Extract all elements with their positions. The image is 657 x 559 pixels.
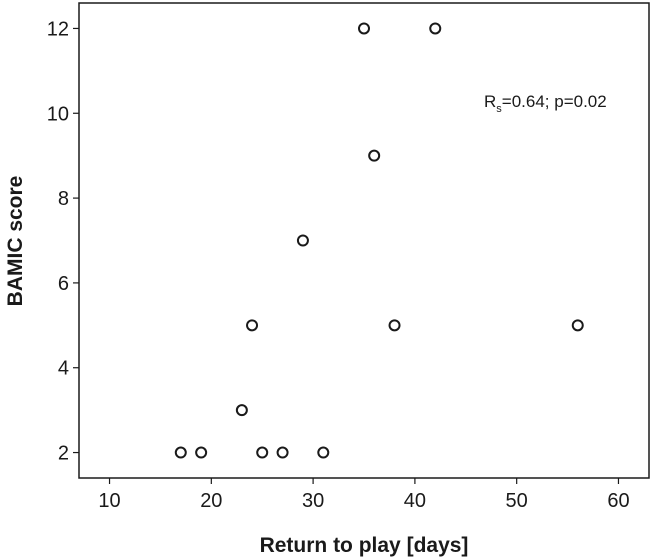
plot-area-frame	[78, 2, 650, 479]
data-point	[276, 446, 289, 459]
data-point	[256, 446, 269, 459]
x-tick-label: 20	[200, 490, 222, 512]
y-tick-label: 10	[47, 103, 69, 125]
y-tick-label: 8	[58, 188, 69, 210]
y-tick-label: 12	[47, 18, 69, 40]
y-axis-title: BAMIC score	[4, 176, 27, 307]
y-tick-label: 6	[58, 273, 69, 295]
y-tick-label: 2	[58, 443, 69, 465]
x-tick-label: 10	[98, 490, 120, 512]
y-axis-ticks: 2 4 6 8 10 12	[47, 18, 79, 465]
data-point	[235, 404, 248, 417]
y-tick-label: 4	[58, 358, 69, 380]
x-tick-label: 40	[404, 490, 426, 512]
annotation-text: Rs=0.64; p=0.02	[484, 92, 607, 115]
data-points	[174, 22, 584, 459]
data-point	[571, 319, 584, 332]
data-point	[246, 319, 259, 332]
data-point	[317, 446, 330, 459]
x-tick-label: 30	[302, 490, 324, 512]
data-point	[195, 446, 208, 459]
data-point	[174, 446, 187, 459]
data-point	[358, 22, 370, 35]
x-tick-label: 60	[607, 490, 629, 512]
data-point	[429, 22, 442, 35]
data-point	[388, 319, 401, 332]
data-point	[368, 149, 381, 162]
data-point	[296, 234, 309, 247]
x-tick-label: 50	[506, 490, 528, 512]
x-axis-ticks: 10 20 30 40 50 60	[98, 478, 630, 512]
x-axis-title: Return to play [days]	[260, 534, 469, 557]
